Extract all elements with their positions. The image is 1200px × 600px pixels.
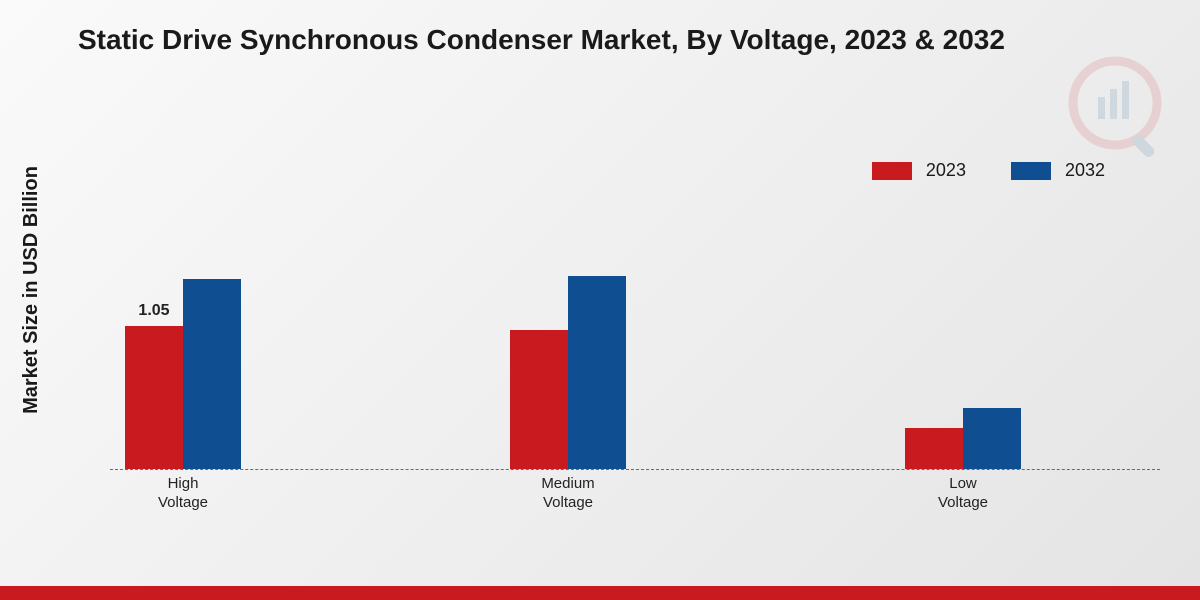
legend-item-2023: 2023: [872, 160, 966, 181]
x-label-low: LowVoltage: [863, 469, 1063, 513]
footer-accent-bar: [0, 586, 1200, 600]
legend-label-b: 2032: [1065, 160, 1105, 181]
bar-medium-2032: [568, 276, 626, 469]
bar-group-medium: MediumVoltage: [510, 276, 626, 469]
y-axis-label: Market Size in USD Billion: [20, 166, 43, 414]
legend-swatch-a: [872, 162, 912, 180]
plot-area: 2023 2032 1.05HighVoltage MediumVoltage Lo…: [110, 130, 1160, 470]
legend-swatch-b: [1011, 162, 1051, 180]
chart-title: Static Drive Synchronous Condenser Marke…: [78, 24, 1005, 56]
x-axis-line: [110, 469, 1160, 470]
x-label-high: HighVoltage: [83, 469, 283, 513]
x-label-medium: MediumVoltage: [468, 469, 668, 513]
bar-high-2032: [183, 279, 241, 469]
bar-low-2023: [905, 428, 963, 469]
legend-label-a: 2023: [926, 160, 966, 181]
bar-value-label: 1.05: [138, 302, 169, 320]
bar-low-2032: [963, 408, 1021, 469]
bar-group-low: LowVoltage: [905, 408, 1021, 469]
bar-high-2023: 1.05: [125, 326, 183, 469]
legend: 2023 2032: [872, 160, 1105, 181]
bar-medium-2023: [510, 330, 568, 469]
legend-item-2032: 2032: [1011, 160, 1105, 181]
bar-group-high: 1.05HighVoltage: [125, 279, 241, 469]
